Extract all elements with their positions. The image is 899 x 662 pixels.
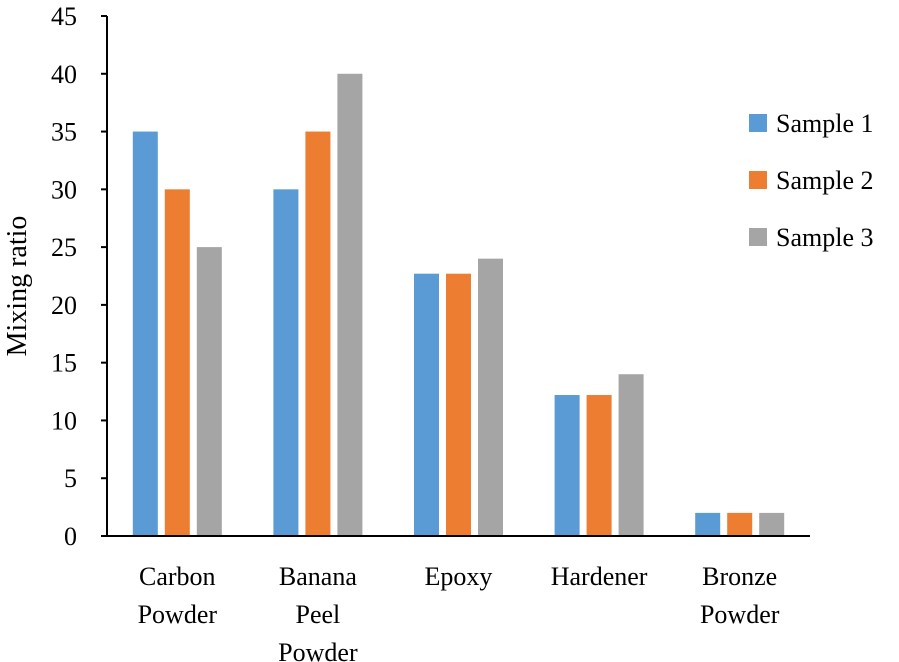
legend-swatch-1 (749, 114, 767, 132)
category-label: Powder (138, 600, 218, 629)
y-tick-label: 25 (51, 233, 77, 262)
bar-2-5 (727, 512, 753, 536)
y-axis-ticks: 0 5 10 15 20 25 30 35 40 45 (51, 2, 107, 551)
y-axis-title: Mixing ratio (2, 216, 33, 357)
bar-1-5 (695, 512, 721, 536)
category-label: Bronze (702, 562, 777, 591)
legend-label-3: Sample 3 (776, 223, 874, 252)
legend-label-2: Sample 2 (776, 166, 874, 195)
category-labels: Carbon Powder Banana Peel Powder Epoxy Hardene… (138, 562, 780, 662)
bar-3-4 (618, 374, 644, 536)
y-tick-label: 20 (51, 291, 77, 320)
category-label: Epoxy (425, 562, 493, 591)
category-label: Hardener (551, 562, 648, 591)
legend-label-1: Sample 1 (776, 109, 874, 138)
bar-1-1 (132, 131, 158, 537)
y-tick-label: 45 (51, 2, 77, 31)
legend: Sample 1 Sample 2 Sample 3 (749, 109, 874, 252)
category-label: Banana (279, 562, 357, 591)
y-tick-label: 10 (51, 406, 77, 435)
bar-3-3 (478, 258, 503, 536)
category-label: Powder (278, 638, 358, 662)
y-tick-label: 15 (51, 349, 77, 378)
y-tick-label: 40 (51, 60, 77, 89)
bar-2-3 (446, 273, 471, 536)
bar-2-4 (586, 395, 612, 536)
bar-1-2 (273, 189, 299, 537)
legend-swatch-3 (749, 228, 767, 246)
y-tick-label: 30 (51, 175, 77, 204)
category-label: Carbon (139, 562, 216, 591)
bars (132, 73, 785, 537)
y-tick-label: 35 (51, 118, 77, 147)
bar-1-3 (414, 273, 439, 536)
y-tick-label: 0 (64, 522, 77, 551)
bar-1-4 (554, 395, 580, 536)
bar-2-1 (164, 189, 190, 537)
category-label: Peel (296, 600, 341, 629)
bar-3-1 (196, 247, 222, 536)
legend-swatch-2 (749, 171, 767, 189)
bar-2-2 (305, 131, 331, 537)
y-tick-label: 5 (64, 464, 77, 493)
bar-3-2 (337, 73, 363, 537)
category-label: Powder (700, 600, 780, 629)
bar-3-5 (759, 512, 785, 536)
